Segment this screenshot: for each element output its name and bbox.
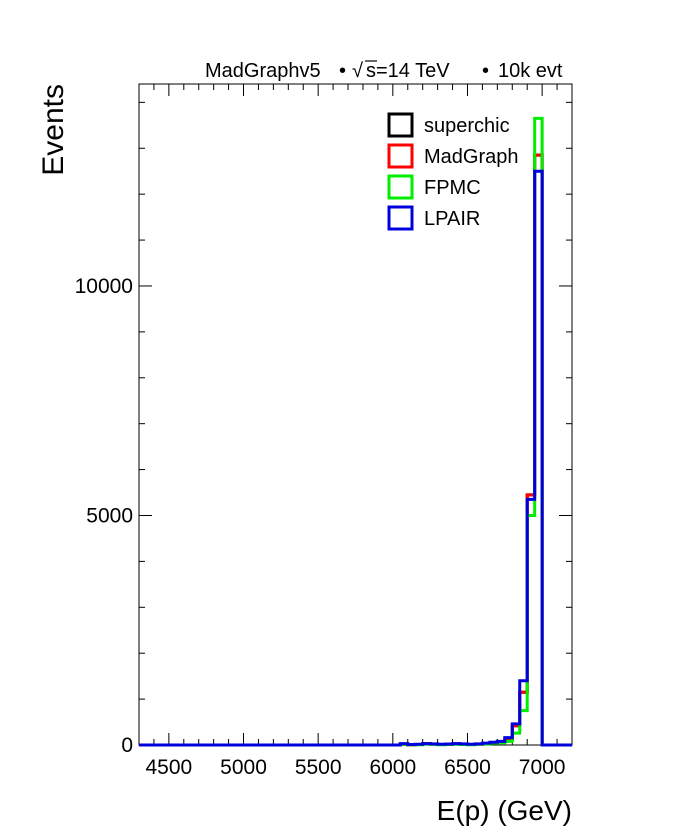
histogram-series bbox=[139, 116, 572, 747]
x-tick-label: 5500 bbox=[295, 756, 342, 779]
x-tick-label: 6000 bbox=[369, 756, 416, 779]
x-tick-label: 5000 bbox=[220, 756, 267, 779]
series-lpair-line bbox=[139, 169, 572, 747]
events-label: 10k evt bbox=[498, 60, 563, 82]
axis-tick-labels: 4500 5000 5500 6000 6500 7000 0 5000 10000 bbox=[75, 275, 566, 779]
x-axis-title: E(p) (GeV) bbox=[437, 795, 572, 826]
legend-label-superchic: superchic bbox=[424, 115, 510, 137]
legend-swatch-superchic bbox=[387, 112, 414, 138]
y-tick-label: 5000 bbox=[86, 504, 133, 527]
legend-swatch-fpmc bbox=[387, 174, 414, 200]
x-tick-label: 4500 bbox=[146, 756, 193, 779]
energy-label: s=14 TeV bbox=[366, 60, 450, 82]
series-fpmc-line bbox=[139, 116, 572, 747]
generator-label: MadGraphv5 bbox=[205, 60, 321, 82]
run-info-header: MadGraphv5 • √ s=14 TeV • 10k evt bbox=[205, 60, 563, 82]
plot-frame bbox=[138, 83, 573, 746]
x-tick-label: 6500 bbox=[444, 756, 491, 779]
legend-label-fpmc: FPMC bbox=[424, 177, 481, 199]
legend-label-lpair: LPAIR bbox=[424, 208, 480, 230]
legend: superchic MadGraph FPMC LPAIR bbox=[387, 112, 519, 231]
series-superchic-line bbox=[139, 153, 572, 747]
legend-swatch-lpair bbox=[387, 205, 414, 231]
x-tick-label: 7000 bbox=[519, 756, 566, 779]
y-tick-label: 0 bbox=[121, 734, 133, 757]
series-madgraph-line bbox=[139, 153, 572, 747]
header-bullet-1: • bbox=[339, 60, 346, 82]
y-tick-label: 10000 bbox=[75, 275, 133, 298]
sqrt-symbol: √ bbox=[352, 60, 363, 82]
legend-label-madgraph: MadGraph bbox=[424, 146, 519, 168]
legend-swatch-madgraph bbox=[387, 143, 414, 169]
y-axis-title: Events bbox=[37, 84, 70, 176]
axis-ticks bbox=[138, 84, 573, 746]
header-bullet-2: • bbox=[482, 60, 489, 82]
